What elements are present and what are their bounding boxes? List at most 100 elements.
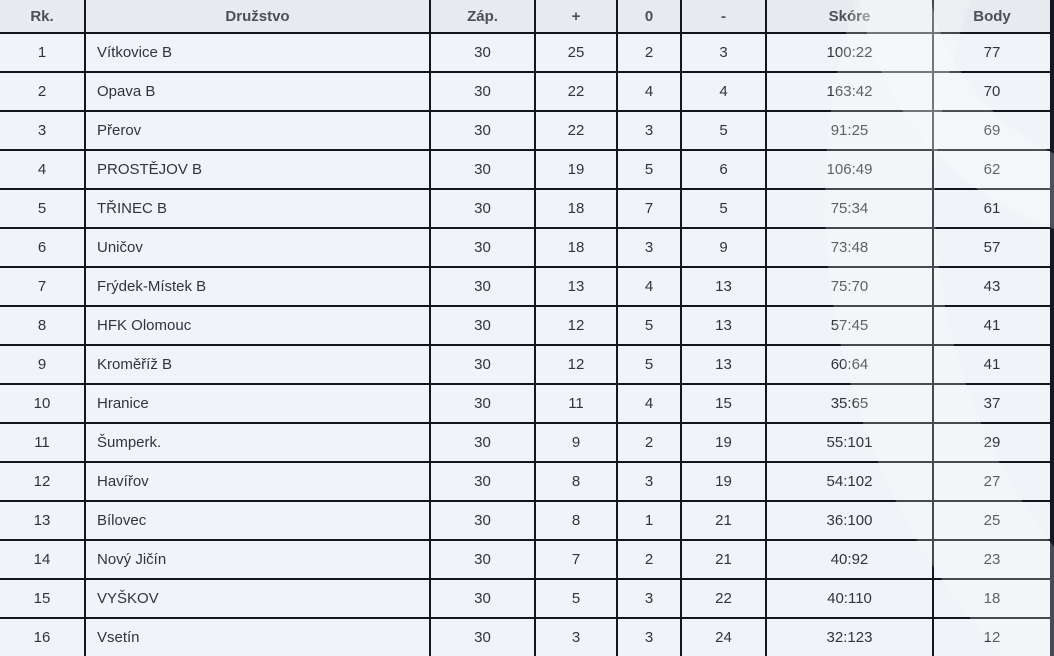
cell-team: Kroměříž B xyxy=(85,345,431,385)
table-row: 2 Opava B 30 22 4 4 163:42 70 xyxy=(0,72,1052,112)
cell-body: 41 xyxy=(933,345,1052,385)
cell-zap: 30 xyxy=(430,33,536,73)
cell-team: Hranice xyxy=(85,384,431,424)
cell-zap: 30 xyxy=(430,72,536,112)
cell-zap: 30 xyxy=(430,150,536,190)
cell-team: Frýdek-Místek B xyxy=(85,267,431,307)
cell-minus: 9 xyxy=(681,228,767,268)
cell-team: VYŠKOV xyxy=(85,579,431,619)
header-plus: + xyxy=(535,0,618,34)
cell-plus: 22 xyxy=(535,72,618,112)
cell-minus: 5 xyxy=(681,111,767,151)
cell-zap: 30 xyxy=(430,228,536,268)
cell-zap: 30 xyxy=(430,618,536,656)
cell-team: Přerov xyxy=(85,111,431,151)
cell-rk: 2 xyxy=(0,72,86,112)
cell-skore: 40:110 xyxy=(766,579,934,619)
cell-zap: 30 xyxy=(430,423,536,463)
header-minus: - xyxy=(681,0,767,34)
cell-body: 77 xyxy=(933,33,1052,73)
cell-rk: 16 xyxy=(0,618,86,656)
header-zero: 0 xyxy=(617,0,682,34)
cell-zero: 2 xyxy=(617,540,682,580)
cell-plus: 8 xyxy=(535,501,618,541)
cell-team: Bílovec xyxy=(85,501,431,541)
cell-minus: 5 xyxy=(681,189,767,229)
cell-plus: 18 xyxy=(535,189,618,229)
cell-plus: 3 xyxy=(535,618,618,656)
cell-minus: 21 xyxy=(681,501,767,541)
cell-plus: 18 xyxy=(535,228,618,268)
cell-plus: 13 xyxy=(535,267,618,307)
cell-team: Havířov xyxy=(85,462,431,502)
table-row: 8 HFK Olomouc 30 12 5 13 57:45 41 xyxy=(0,306,1052,346)
cell-skore: 32:123 xyxy=(766,618,934,656)
cell-body: 69 xyxy=(933,111,1052,151)
cell-body: 29 xyxy=(933,423,1052,463)
table-row: 4 PROSTĚJOV B 30 19 5 6 106:49 62 xyxy=(0,150,1052,190)
cell-team: Uničov xyxy=(85,228,431,268)
cell-plus: 19 xyxy=(535,150,618,190)
cell-rk: 1 xyxy=(0,33,86,73)
cell-zero: 3 xyxy=(617,618,682,656)
cell-skore: 100:22 xyxy=(766,33,934,73)
table-row: 9 Kroměříž B 30 12 5 13 60:64 41 xyxy=(0,345,1052,385)
cell-minus: 13 xyxy=(681,306,767,346)
header-rk: Rk. xyxy=(0,0,86,34)
cell-minus: 24 xyxy=(681,618,767,656)
cell-zero: 5 xyxy=(617,306,682,346)
cell-team: Nový Jičín xyxy=(85,540,431,580)
cell-minus: 15 xyxy=(681,384,767,424)
cell-skore: 60:64 xyxy=(766,345,934,385)
cell-body: 25 xyxy=(933,501,1052,541)
table-row: 1 Vítkovice B 30 25 2 3 100:22 77 xyxy=(0,33,1052,73)
cell-minus: 3 xyxy=(681,33,767,73)
cell-team: PROSTĚJOV B xyxy=(85,150,431,190)
table-row: 6 Uničov 30 18 3 9 73:48 57 xyxy=(0,228,1052,268)
cell-body: 27 xyxy=(933,462,1052,502)
cell-rk: 11 xyxy=(0,423,86,463)
cell-skore: 40:92 xyxy=(766,540,934,580)
cell-zap: 30 xyxy=(430,189,536,229)
cell-zero: 4 xyxy=(617,384,682,424)
cell-zero: 4 xyxy=(617,267,682,307)
cell-rk: 8 xyxy=(0,306,86,346)
cell-plus: 25 xyxy=(535,33,618,73)
cell-skore: 91:25 xyxy=(766,111,934,151)
header-body: Body xyxy=(933,0,1052,34)
cell-rk: 14 xyxy=(0,540,86,580)
cell-body: 37 xyxy=(933,384,1052,424)
cell-rk: 6 xyxy=(0,228,86,268)
cell-body: 18 xyxy=(933,579,1052,619)
table-row: 7 Frýdek-Místek B 30 13 4 13 75:70 43 xyxy=(0,267,1052,307)
cell-plus: 8 xyxy=(535,462,618,502)
header-skore: Skóre xyxy=(766,0,934,34)
cell-skore: 73:48 xyxy=(766,228,934,268)
table-row: 11 Šumperk. 30 9 2 19 55:101 29 xyxy=(0,423,1052,463)
cell-zero: 5 xyxy=(617,150,682,190)
cell-rk: 13 xyxy=(0,501,86,541)
cell-plus: 5 xyxy=(535,579,618,619)
cell-body: 62 xyxy=(933,150,1052,190)
table-body: 1 Vítkovice B 30 25 2 3 100:22 77 2 Opava B 30 22 4 4… xyxy=(0,33,1052,656)
cell-rk: 7 xyxy=(0,267,86,307)
cell-zap: 30 xyxy=(430,306,536,346)
cell-rk: 3 xyxy=(0,111,86,151)
cell-body: 41 xyxy=(933,306,1052,346)
cell-rk: 10 xyxy=(0,384,86,424)
cell-plus: 7 xyxy=(535,540,618,580)
cell-minus: 4 xyxy=(681,72,767,112)
cell-zero: 3 xyxy=(617,462,682,502)
cell-minus: 13 xyxy=(681,345,767,385)
cell-minus: 22 xyxy=(681,579,767,619)
cell-skore: 57:45 xyxy=(766,306,934,346)
cell-zero: 5 xyxy=(617,345,682,385)
cell-zap: 30 xyxy=(430,540,536,580)
cell-zero: 3 xyxy=(617,111,682,151)
cell-body: 70 xyxy=(933,72,1052,112)
cell-body: 23 xyxy=(933,540,1052,580)
cell-zero: 7 xyxy=(617,189,682,229)
cell-zero: 2 xyxy=(617,33,682,73)
